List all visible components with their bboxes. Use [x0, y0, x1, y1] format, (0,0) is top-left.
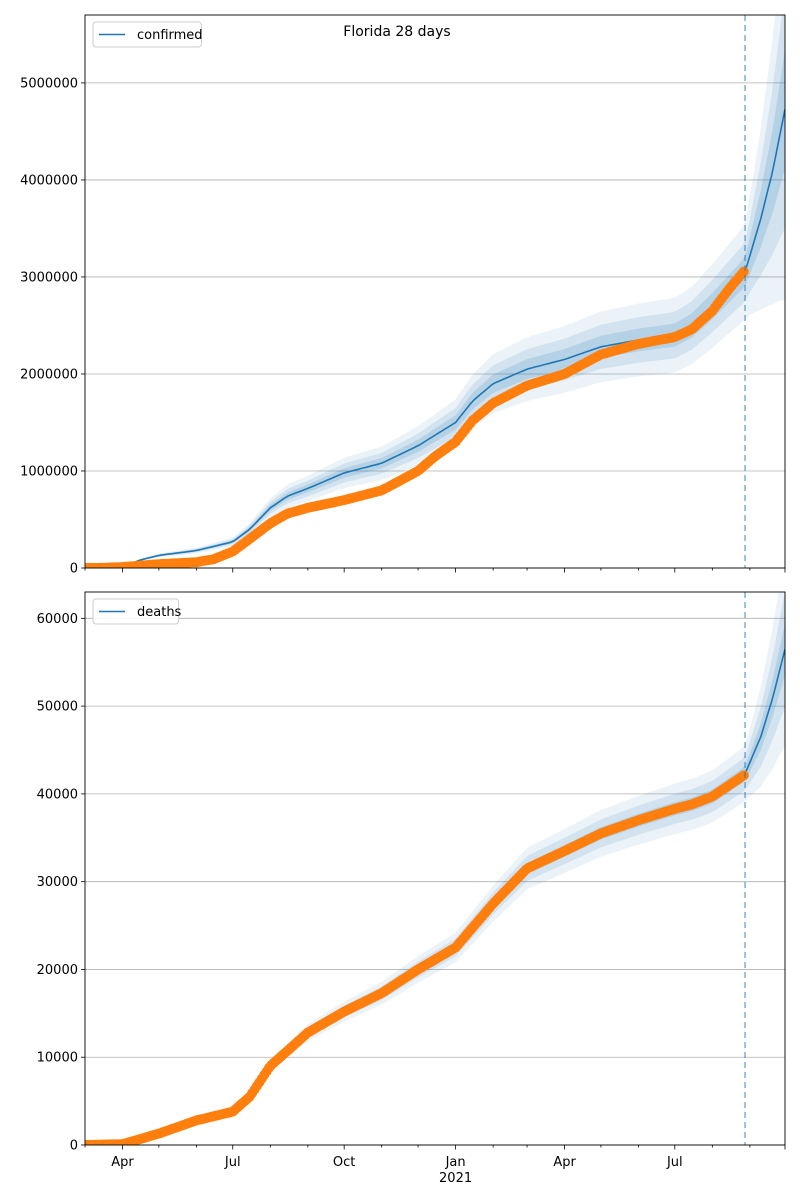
y-tick-label: 2000000 — [20, 367, 78, 382]
x-tick-label: Jan — [445, 1155, 466, 1170]
y-tick-label: 20000 — [37, 963, 78, 978]
y-tick-label: 5000000 — [20, 76, 78, 91]
figure-title: Florida 28 days — [343, 24, 450, 40]
y-tick-label: 0 — [70, 1139, 78, 1154]
axes-frame — [84, 14, 786, 569]
legend-label: deaths — [137, 605, 182, 620]
deaths-panel: 0 10000 20000 30000 40000 50000 60000 Apr Jul Oct… — [37, 591, 786, 1186]
legend-label: confirmed — [137, 28, 203, 43]
x-tick-label: Jul — [224, 1155, 241, 1170]
y-tick-label: 10000 — [37, 1051, 78, 1066]
y-tick-label: 40000 — [37, 787, 78, 802]
y-tick-label: 1000000 — [20, 464, 78, 479]
series-line-deaths — [85, 648, 785, 1145]
y-tick-label: 3000000 — [20, 270, 78, 285]
uncertainty-band — [85, 15, 785, 568]
x-tick-label: Jul — [666, 1155, 683, 1170]
y-tick-label: 0 — [70, 562, 78, 577]
y-tick-label: 4000000 — [20, 173, 78, 188]
x-year-label: 2021 — [439, 1171, 472, 1186]
uncertainty-band — [85, 623, 785, 1145]
uncertainty-band — [85, 15, 785, 568]
confirmed-panel: 0 1000000 2000000 3000000 4000000 5000000 conf… — [20, 14, 786, 577]
y-tick-label: 30000 — [37, 875, 78, 890]
observed-points — [85, 770, 749, 1145]
x-tick-label: Oct — [333, 1155, 355, 1170]
legend: deaths — [92, 598, 182, 625]
y-tick-label: 50000 — [37, 700, 78, 715]
uncertainty-band — [85, 592, 785, 1145]
y-tick-label: 60000 — [37, 612, 78, 627]
legend: confirmed — [92, 21, 203, 48]
observed-point — [738, 770, 749, 781]
x-tick-label: Apr — [553, 1155, 576, 1170]
x-tick-label: Apr — [111, 1155, 134, 1170]
observed-points — [85, 266, 749, 568]
uncertainty-band — [85, 592, 785, 1145]
axes-frame — [84, 591, 786, 1146]
observed-point — [738, 266, 749, 277]
